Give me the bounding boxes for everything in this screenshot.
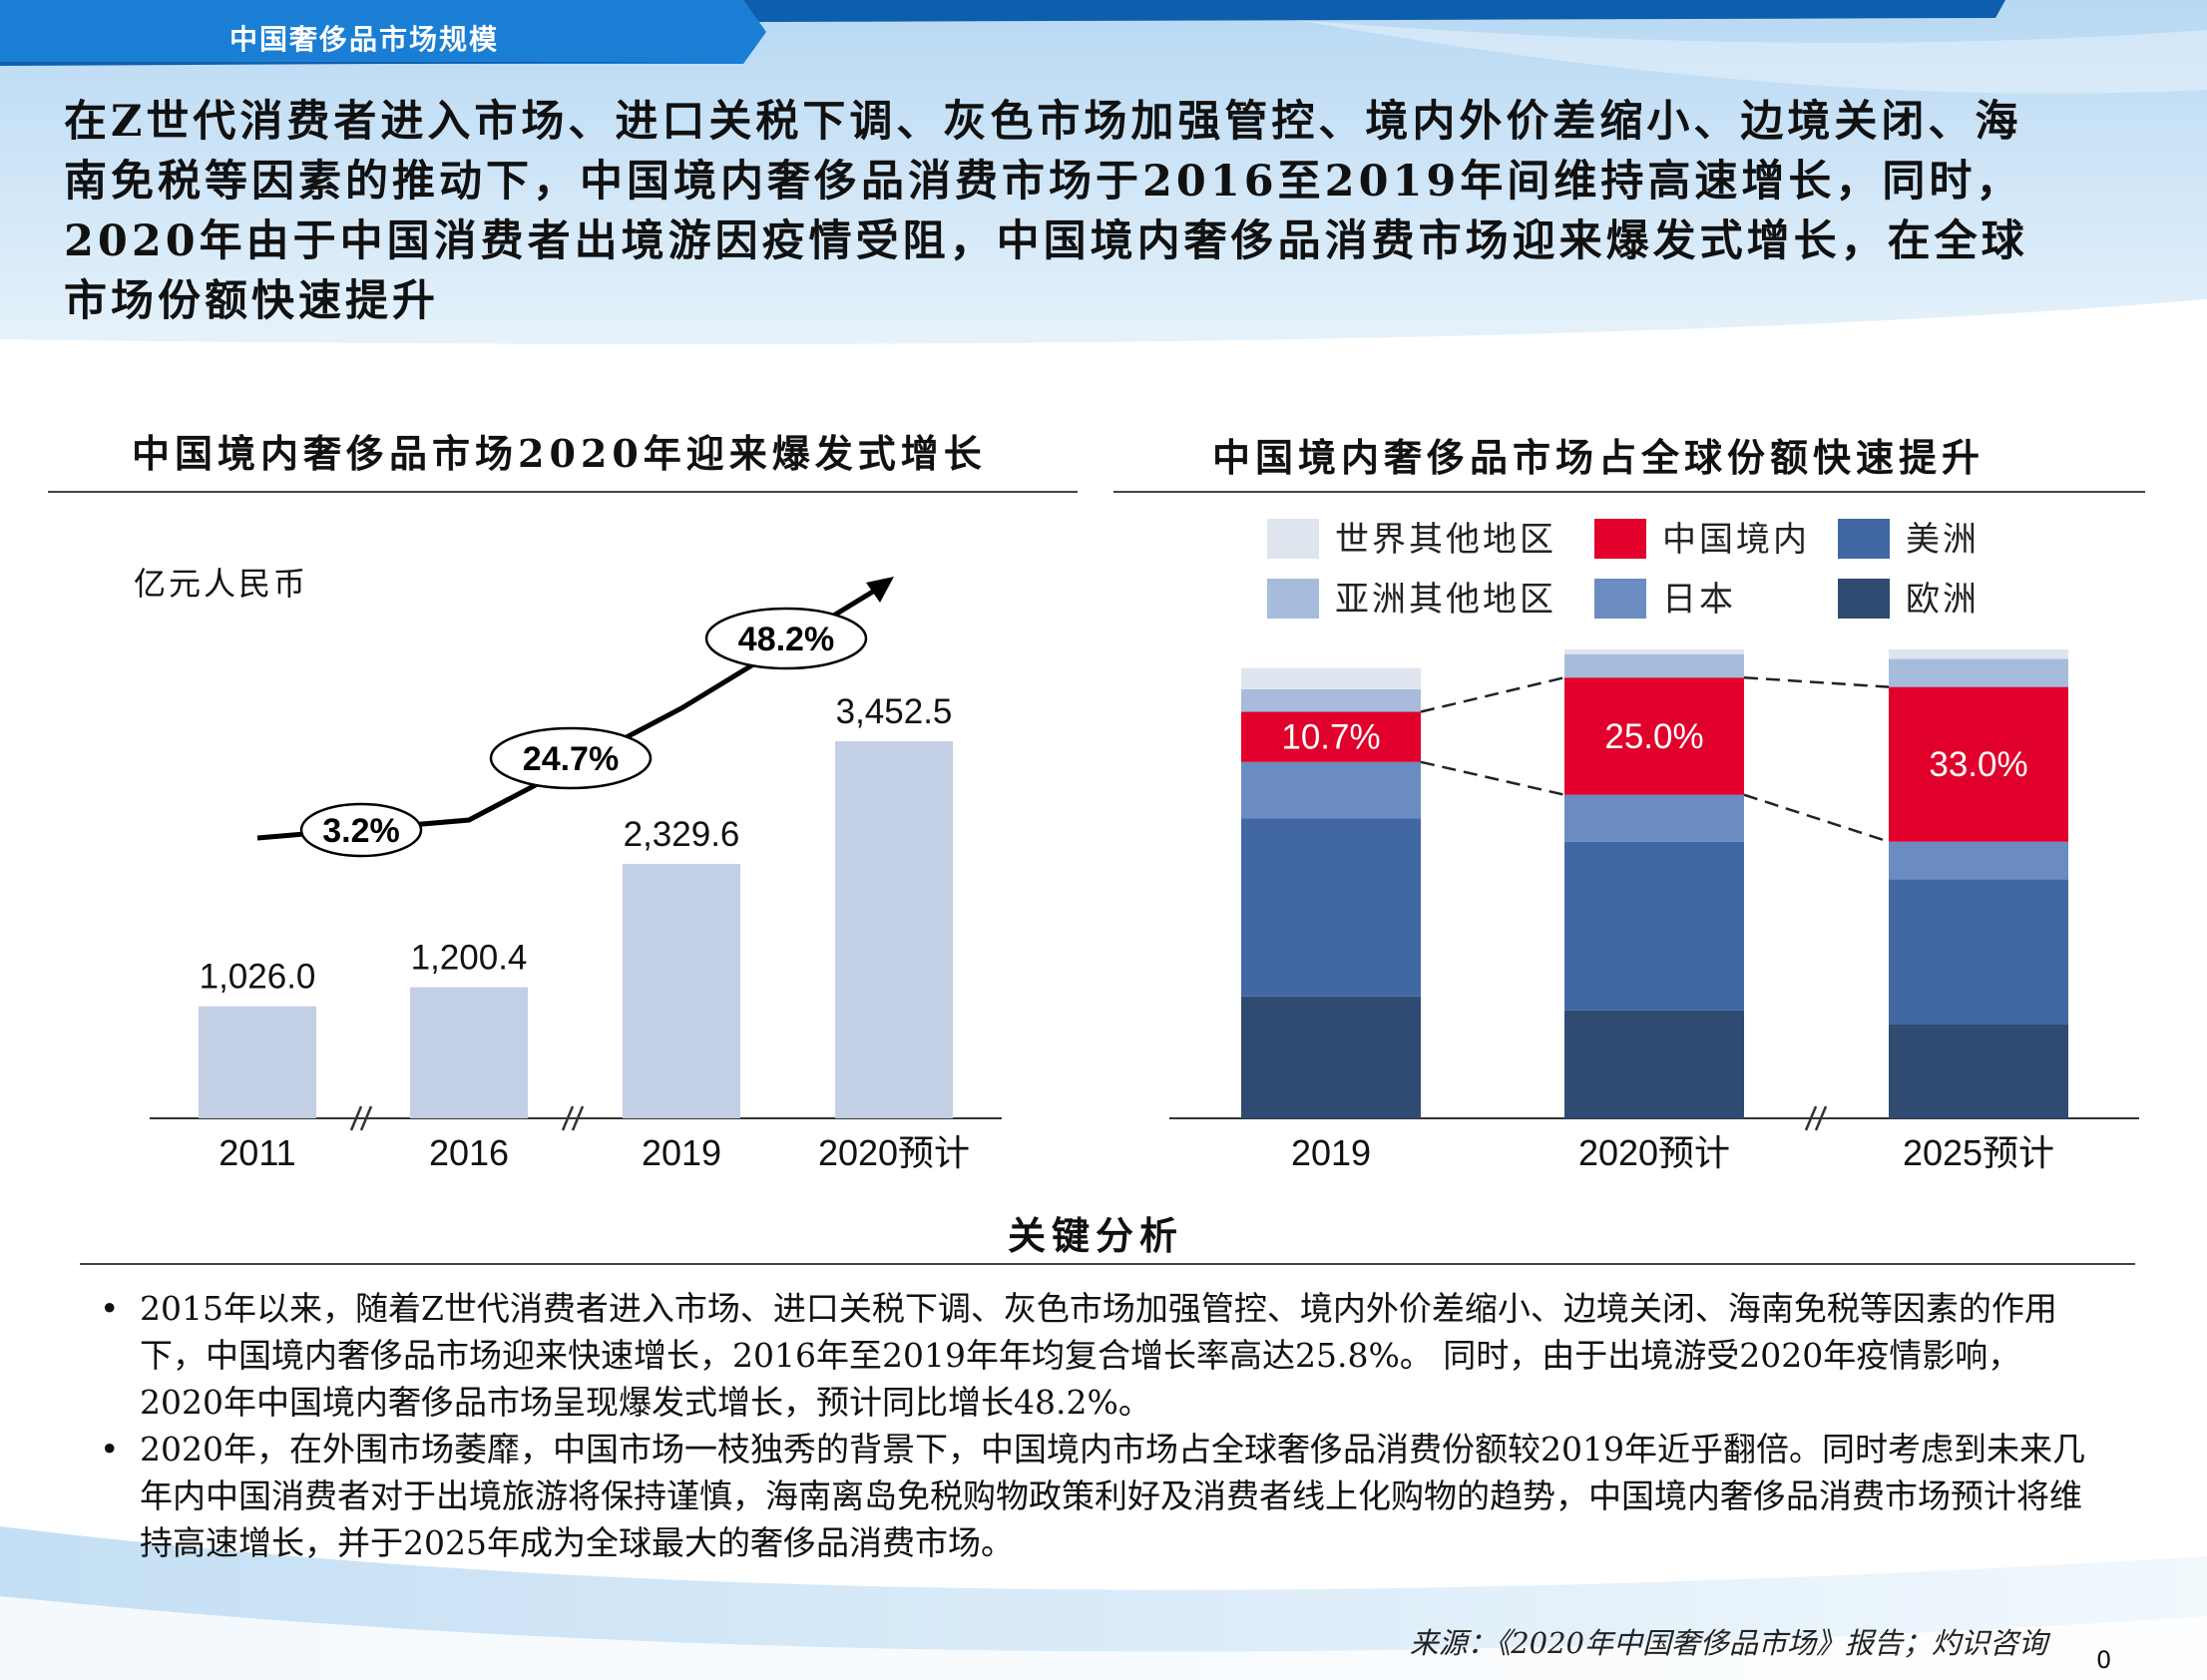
x-tick-label: 2019	[1291, 1132, 1371, 1173]
legend-swatch	[1594, 579, 1646, 619]
axis-break-mark	[349, 1105, 363, 1131]
left-chart-title: 中国境内奢侈品市场2020年迎来爆发式增长	[132, 431, 987, 476]
share-connector-bottom	[1743, 793, 1890, 843]
legend-swatch	[1267, 579, 1319, 619]
page-number: 0	[2096, 1646, 2112, 1674]
stacked-segment	[1564, 1010, 1744, 1118]
stacked-segment	[1889, 1025, 2068, 1118]
stacked-segment	[1241, 761, 1421, 819]
legend-swatch	[1594, 519, 1646, 559]
analysis-divider	[80, 1263, 2135, 1265]
china-share-label: 10.7%	[1281, 718, 1380, 757]
legend-swatch	[1838, 519, 1890, 559]
bar	[623, 863, 740, 1118]
x-tick-label: 2020预计	[818, 1132, 970, 1173]
axis-break-mark	[571, 1105, 585, 1131]
legend-label: 欧洲	[1906, 580, 1980, 620]
growth-rate-bubble	[299, 802, 423, 858]
bar	[835, 741, 953, 1118]
stacked-segment	[1564, 677, 1744, 795]
analysis-bullet-text: 2020年，在外围市场萎靡，中国市场一枝独秀的背景下，中国境内市场占全球奢侈品消…	[140, 1430, 2085, 1562]
legend-swatch	[1838, 579, 1890, 619]
x-tick-label: 2016	[429, 1132, 509, 1173]
analysis-bullet-list: • 2015年以来，随着Z世代消费者进入市场、进口关税下调、灰色市场加强管控、境…	[100, 1285, 2095, 1566]
legend-label: 日本	[1662, 580, 1736, 620]
axis-break-mark	[359, 1105, 373, 1131]
bar-value-label: 3,452.5	[836, 692, 953, 731]
legend-label: 美洲	[1906, 520, 1980, 560]
china-share-label: 25.0%	[1604, 717, 1703, 756]
analysis-bullet-text: 2015年以来，随着Z世代消费者进入市场、进口关税下调、灰色市场加强管控、境内外…	[140, 1289, 2057, 1422]
stacked-segment	[1564, 794, 1744, 842]
analysis-bullet: • 2015年以来，随着Z世代消费者进入市场、进口关税下调、灰色市场加强管控、境…	[100, 1285, 2095, 1426]
right-stacked-chart: 2019 2020预计 2025预计 10.7% 25.0% 33.0% 世界其他地区 中国境…	[1169, 519, 2139, 1173]
left-bar-chart: 1,026.0 2011 1,200.4 2016 2,329.6 2019 3,452.5…	[150, 577, 1002, 1173]
left-chart-unit-label: 亿元人民币	[134, 565, 309, 603]
x-tick-label: 2025预计	[1903, 1132, 2054, 1173]
x-tick-label: 2019	[642, 1132, 721, 1173]
growth-rate-label: 48.2%	[738, 621, 834, 658]
china-share-label: 33.0%	[1929, 745, 2027, 784]
stacked-segment	[1564, 841, 1744, 1011]
share-connector-top	[1420, 675, 1565, 713]
legend-label: 中国境内	[1662, 520, 1810, 560]
bar	[410, 987, 528, 1118]
stacked-segment	[1889, 649, 2068, 659]
stacked-segment	[1241, 688, 1421, 712]
stacked-segment	[1889, 686, 2068, 842]
stacked-segment	[1241, 667, 1421, 689]
share-connector-bottom	[1420, 760, 1565, 796]
legend-label: 亚洲其他地区	[1335, 580, 1556, 620]
bar-value-label: 2,329.6	[624, 815, 740, 854]
right-title-divider	[1113, 491, 2145, 493]
growth-rate-label: 3.2%	[322, 812, 400, 850]
bar-value-label: 1,026.0	[200, 958, 316, 997]
analysis-title: 关键分析	[1008, 1213, 1184, 1258]
stacked-segment	[1564, 653, 1744, 678]
source-note: 来源：《2020年中国奢侈品市场》报告；灼识咨询	[1409, 1626, 2047, 1660]
bullet-dot: •	[100, 1430, 120, 1469]
growth-rate-bubble	[489, 726, 653, 790]
stacked-segment	[1241, 711, 1421, 762]
header-background	[0, 0, 2207, 344]
axis-break-mark	[561, 1105, 575, 1131]
x-tick-label: 2011	[219, 1132, 295, 1173]
growth-rate-bubble	[704, 607, 868, 670]
analysis-bullet: • 2020年，在外围市场萎靡，中国市场一枝独秀的背景下，中国境内市场占全球奢侈…	[100, 1426, 2095, 1566]
x-tick-label: 2020预计	[1578, 1132, 1730, 1173]
axis-break-mark	[1804, 1105, 1818, 1131]
bar-value-label: 1,200.4	[411, 939, 528, 978]
legend-label: 世界其他地区	[1335, 520, 1556, 560]
top-band	[0, 0, 2005, 22]
section-tab	[0, 0, 766, 64]
share-connector-top	[1743, 675, 1890, 688]
stacked-segment	[1889, 879, 2068, 1025]
section-tag: 中国奢侈品市场规模	[229, 23, 500, 56]
legend-swatch	[1267, 519, 1319, 559]
stacked-segment	[1241, 996, 1421, 1118]
stacked-segment	[1889, 841, 2068, 880]
bar	[199, 1006, 316, 1118]
right-chart-title: 中国境内奢侈品市场占全球份额快速提升	[1212, 435, 1986, 480]
growth-rate-label: 24.7%	[523, 740, 619, 778]
left-title-divider	[48, 491, 1078, 493]
axis-break-mark	[1814, 1105, 1828, 1131]
stacked-segment	[1889, 658, 2068, 687]
growth-arrowhead	[866, 577, 894, 603]
page-headline: 在Z世代消费者进入市场、进口关税下调、灰色市场加强管控、境内外价差缩小、边境关闭…	[64, 97, 2028, 326]
bullet-dot: •	[100, 1289, 120, 1328]
stacked-segment	[1564, 649, 1744, 654]
stacked-segment	[1241, 818, 1421, 997]
